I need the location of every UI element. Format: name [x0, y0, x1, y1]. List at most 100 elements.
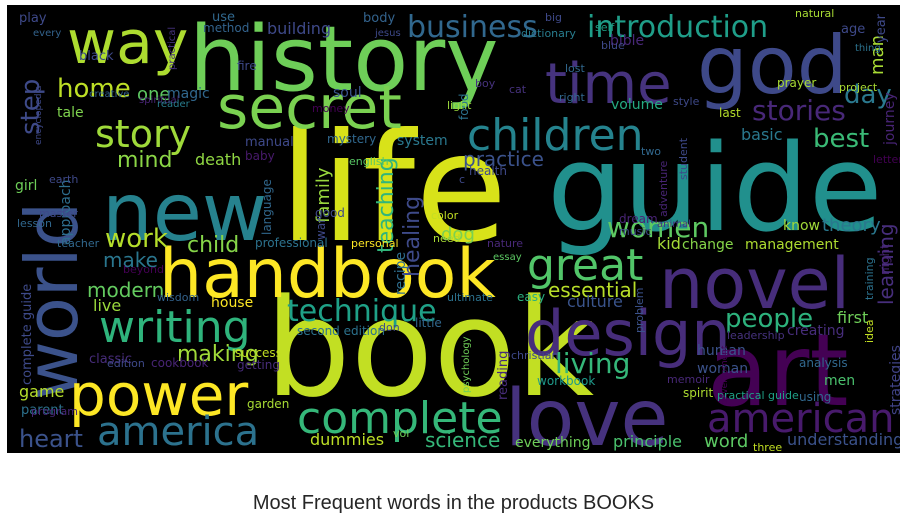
cloud-word-fire: fire — [237, 59, 257, 73]
cloud-word-stories: stories — [752, 94, 846, 127]
cloud-word-theory: theory — [822, 215, 881, 236]
cloud-word-journey: journey — [882, 92, 898, 146]
cloud-word-life: life — [279, 102, 507, 276]
cloud-word-practical: practical — [167, 27, 178, 70]
cloud-word-writing: writing — [99, 302, 251, 353]
cloud-word-american: american — [707, 396, 895, 442]
cloud-word-guide: guide — [547, 120, 883, 259]
cloud-word-wisdom: wisdom — [157, 291, 199, 304]
cloud-word-lesson: lesson — [17, 217, 52, 230]
cloud-word-problem: problem — [633, 287, 646, 333]
cloud-word-day: day — [844, 80, 892, 110]
cloud-word-change: change — [682, 237, 734, 253]
cloud-word-approach: approach — [58, 179, 74, 245]
cloud-word-man: man — [867, 35, 888, 75]
cloud-word-easy: easy — [517, 290, 545, 304]
cloud-word-need: need — [433, 232, 461, 245]
cloud-word-play: play — [19, 11, 47, 26]
cloud-word-history: history — [189, 7, 499, 112]
cloud-word-classic: classic — [89, 352, 132, 367]
word-cloud-background — [7, 5, 900, 453]
cloud-word-language: language — [260, 179, 274, 235]
cloud-word-mystery: mystery — [327, 132, 376, 146]
cloud-word-color: color — [431, 209, 459, 222]
cloud-word-leadership: leadership — [727, 329, 785, 342]
cloud-word-work: work — [105, 224, 168, 254]
cloud-word-second-edition: second edition — [297, 324, 385, 338]
cloud-word-nature: nature — [487, 237, 523, 250]
cloud-word-god: god — [697, 19, 848, 112]
cloud-word-principle: principle — [613, 432, 682, 451]
cloud-word-mind: mind — [117, 148, 172, 173]
cloud-word-year: year — [874, 13, 889, 43]
cloud-word-secret: secret — [217, 73, 402, 143]
cloud-word-making: making — [177, 342, 259, 367]
cloud-word-strategies: strategies — [888, 345, 900, 415]
cloud-word-vol: vol — [393, 427, 409, 440]
cloud-word-self: self — [595, 21, 616, 34]
cloud-word-program: program — [31, 405, 78, 418]
cloud-word-learning: learning — [874, 223, 898, 305]
cloud-word-encyclopedia: encyclopedia — [34, 86, 44, 145]
cloud-word-parent: parent — [21, 403, 64, 418]
cloud-word-men: men — [824, 373, 855, 389]
cloud-word-analysis: analysis — [799, 356, 848, 370]
cloud-word-food: food — [457, 93, 471, 120]
cloud-word-time: time — [545, 52, 672, 117]
cloud-word-beyond: beyond — [123, 263, 164, 276]
cloud-word-recipe: recipe — [393, 252, 409, 295]
cloud-word-three: three — [753, 441, 782, 453]
cloud-word-prayer: prayer — [777, 76, 816, 90]
cloud-word-living: living — [555, 347, 630, 380]
cloud-word-complete: complete — [297, 393, 503, 444]
cloud-word-healing: healing — [400, 196, 425, 277]
cloud-word-step: step — [16, 79, 46, 135]
cloud-word-essential: essential — [548, 278, 637, 302]
cloud-word-letter: letter — [873, 153, 900, 166]
cloud-word-reader: reader — [157, 99, 191, 110]
cloud-word-dictionary: dictionary — [521, 27, 576, 40]
cloud-word-creating: creating — [787, 323, 844, 339]
cloud-word-everything: everything — [515, 435, 591, 451]
cloud-word-novel: novel — [659, 243, 850, 325]
cloud-word-business: business — [407, 10, 538, 45]
cloud-word-dream: dream — [619, 212, 658, 226]
cloud-word-teacher: teacher — [57, 237, 100, 250]
cloud-word-word: word — [704, 431, 748, 452]
cloud-word-way: way — [67, 8, 188, 78]
cloud-word-one: one — [137, 84, 171, 105]
cloud-word-death: death — [195, 150, 241, 169]
cloud-word-building: building — [267, 19, 331, 38]
cloud-word-cookbook: cookbook — [151, 356, 209, 370]
cloud-word-modern: modern — [87, 278, 164, 302]
cloud-word-power: power — [69, 361, 248, 429]
cloud-word-student: student — [677, 137, 690, 180]
cloud-word-creative: creative — [89, 89, 129, 100]
cloud-word-handbook: handbook — [159, 235, 496, 314]
cloud-word-world: world — [10, 202, 94, 400]
cloud-word-live: live — [93, 296, 121, 315]
cloud-word-thing: thing — [855, 43, 881, 54]
cloud-word-introduction: introduction — [587, 10, 768, 45]
cloud-word-best: best — [813, 124, 869, 154]
cloud-word-project: project — [839, 81, 878, 94]
cloud-word-boy: boy — [475, 77, 496, 90]
cloud-word-music: music — [619, 225, 652, 238]
cloud-word-family: family — [313, 167, 334, 223]
cloud-word-dog: dog — [441, 224, 475, 245]
cloud-word-women: women — [607, 211, 709, 244]
cloud-word-garden: garden — [247, 397, 289, 411]
cloud-word-success: success — [235, 346, 282, 360]
cloud-word-art: art — [707, 312, 849, 429]
cloud-word-memoir: memoir — [667, 373, 710, 386]
cloud-word-house: house — [211, 295, 253, 311]
cloud-word-bible: bible — [610, 33, 644, 49]
cloud-word-reading: reading — [496, 351, 511, 400]
cloud-word-blue: blue — [601, 39, 625, 52]
cloud-word-management: management — [745, 237, 839, 253]
cloud-word-essay: essay — [493, 252, 522, 263]
cloud-word-basic: basic — [741, 125, 783, 144]
cloud-word-practical-guide: practical guide — [717, 389, 799, 402]
cloud-word-style: style — [673, 95, 700, 108]
